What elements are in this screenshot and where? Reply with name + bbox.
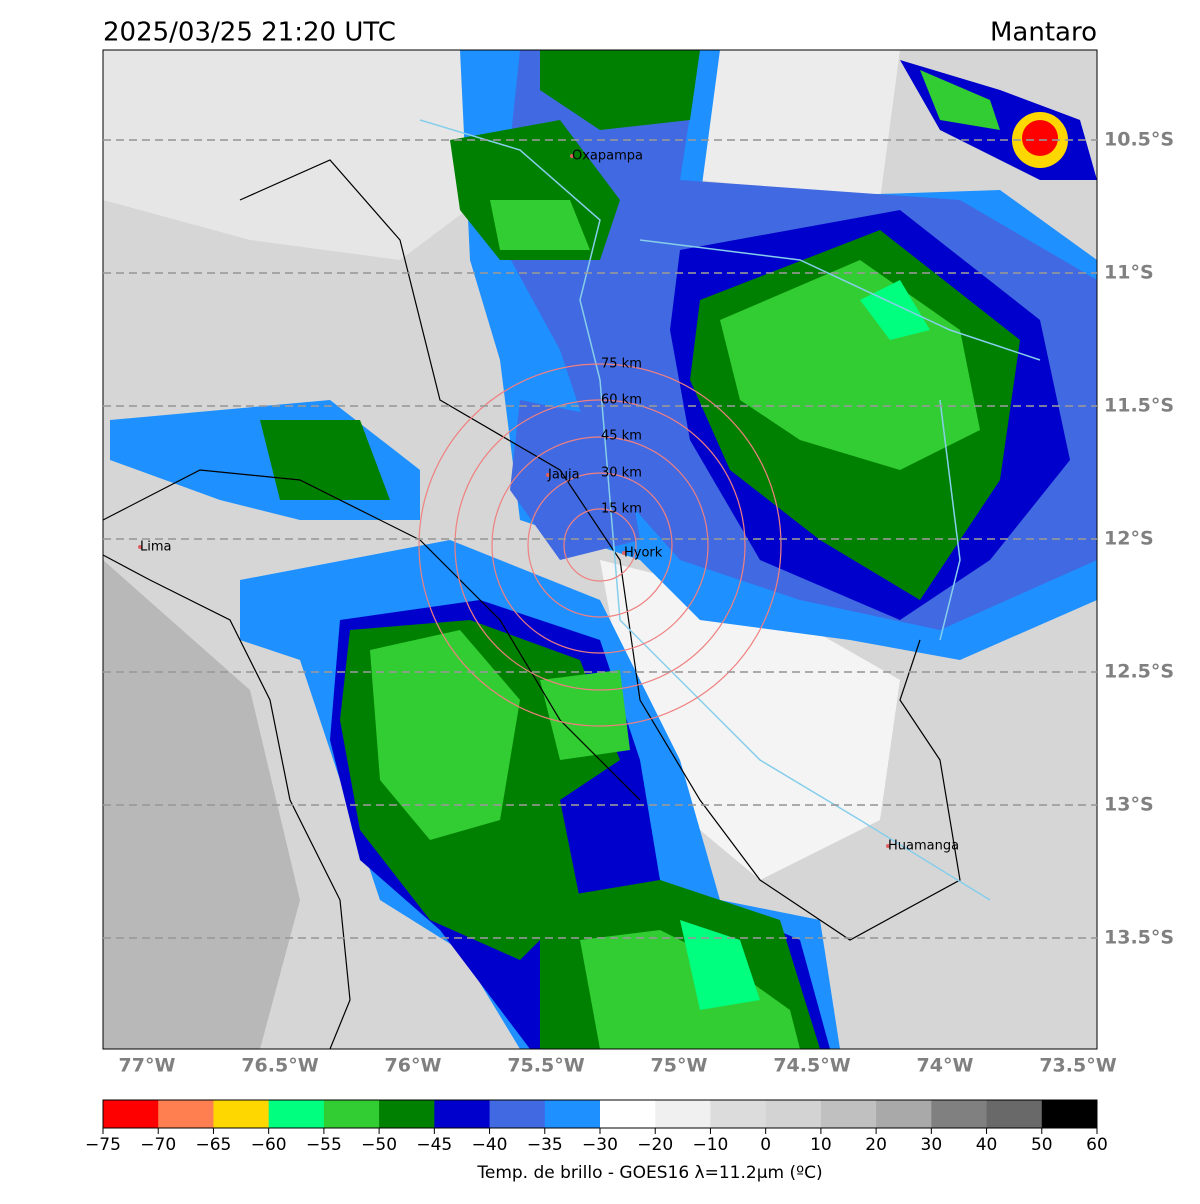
- colorbar-tick-label: −75: [85, 1135, 121, 1155]
- lat-tick-label: 13°S: [1104, 794, 1154, 816]
- colorbar-segment: [268, 1100, 325, 1128]
- colorbar-segment: [544, 1100, 601, 1128]
- colorbar-segment: [710, 1100, 767, 1128]
- lat-tick-label: 12.5°S: [1104, 661, 1174, 683]
- colorbar-segment: [213, 1100, 270, 1128]
- colorbar-tick-label: 40: [976, 1135, 998, 1155]
- colorbar-tick-label: −55: [306, 1135, 342, 1155]
- lat-tick-label: 11.5°S: [1104, 395, 1174, 417]
- lon-tick-label: 74.5°W: [773, 1055, 850, 1077]
- ring-label: 15 km: [601, 502, 642, 517]
- ring-label: 75 km: [601, 357, 642, 372]
- colorbar-tick-label: −10: [692, 1135, 728, 1155]
- colorbar-segment: [600, 1100, 656, 1128]
- lat-tick-label: 11°S: [1104, 262, 1154, 284]
- city-marker: [546, 473, 550, 477]
- colorbar-tick-label: 10: [810, 1135, 832, 1155]
- city-marker: [138, 545, 142, 549]
- colorbar-segment: [655, 1100, 711, 1128]
- lon-tick-label: 75°W: [651, 1055, 708, 1077]
- city-marker: [886, 844, 890, 848]
- colorbar-segment: [986, 1100, 1043, 1128]
- colorbar-tick-label: 30: [921, 1135, 943, 1155]
- colorbar-segment: [820, 1100, 877, 1128]
- colorbar-tick-label: −35: [527, 1135, 563, 1155]
- colorbar-tick-label: 50: [1031, 1135, 1053, 1155]
- map-frame: [102, 49, 1098, 1050]
- colorbar-segment: [379, 1100, 435, 1128]
- lon-tick-label: 77°W: [119, 1055, 176, 1077]
- colorbar-segment: [434, 1100, 491, 1128]
- range-rings: [418, 363, 782, 727]
- city-label: Oxapampa: [572, 149, 643, 164]
- lat-tick-label: 10.5°S: [1104, 129, 1174, 151]
- lon-tick-label: 76°W: [385, 1055, 442, 1077]
- lon-tick-label: 74°W: [917, 1055, 974, 1077]
- colorbar-segment: [931, 1100, 988, 1128]
- colorbar-tick-label: −60: [251, 1135, 287, 1155]
- lon-tick-label: 73.5°W: [1039, 1055, 1116, 1077]
- ring-label: 60 km: [601, 393, 642, 408]
- region-name: Mantaro: [990, 18, 1097, 48]
- lon-tick-label: 76.5°W: [241, 1055, 318, 1077]
- city-label: Hyork: [624, 546, 663, 561]
- colorbar-segment: [323, 1100, 380, 1128]
- colorbar-tick-label: −40: [472, 1135, 508, 1155]
- city-marker: [622, 551, 626, 555]
- colorbar-tick-label: −50: [361, 1135, 397, 1155]
- colorbar-segment: [1041, 1100, 1098, 1128]
- colorbar-tick-label: −65: [195, 1135, 231, 1155]
- city-label: Jauja: [547, 468, 580, 483]
- lat-tick-label: 13.5°S: [1104, 927, 1174, 949]
- colorbar-segment: [158, 1100, 214, 1128]
- city-marker: [570, 154, 574, 158]
- satellite-image: [103, 50, 1097, 1049]
- colorbar-segment: [489, 1100, 546, 1128]
- colorbar-label: Temp. de brillo - GOES16 λ=11.2μm (ºC): [476, 1163, 822, 1183]
- ring-label: 45 km: [601, 429, 642, 444]
- colorbar-tick-label: −20: [637, 1135, 673, 1155]
- city-label: Huamanga: [888, 839, 959, 854]
- colorbar-segment: [103, 1100, 159, 1128]
- colorbar-segment: [876, 1100, 932, 1128]
- colorbar-tick-label: 20: [865, 1135, 887, 1155]
- city-label: Lima: [140, 540, 171, 555]
- colorbar-tick-label: −30: [582, 1135, 618, 1155]
- ring-label: 30 km: [601, 466, 642, 481]
- colorbar-tick-label: 60: [1086, 1135, 1108, 1155]
- title: 2025/03/25 21:20 UTC: [103, 18, 396, 48]
- lat-tick-label: 12°S: [1104, 528, 1154, 550]
- colorbar-tick-label: 0: [760, 1135, 771, 1155]
- colorbar-tick-label: −70: [140, 1135, 176, 1155]
- lon-tick-label: 75.5°W: [507, 1055, 584, 1077]
- colorbar-tick-label: −45: [416, 1135, 452, 1155]
- colorbar-segment: [765, 1100, 822, 1128]
